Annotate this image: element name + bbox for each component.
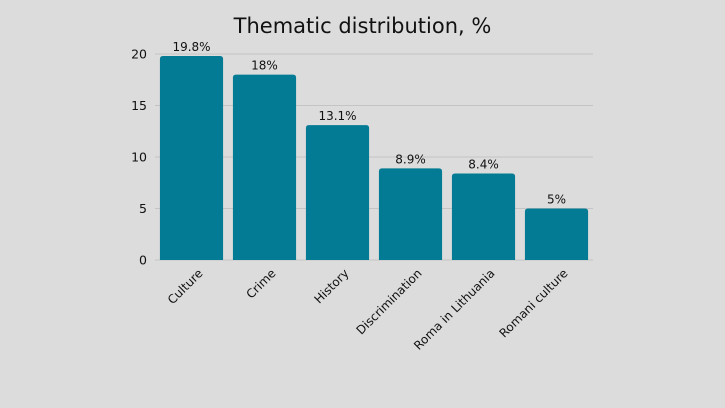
data-label: 19.8% <box>172 40 210 54</box>
x-tick-label: Roma in Lithuania <box>411 266 498 353</box>
data-label: 13.1% <box>318 109 356 123</box>
x-tick-label: Crime <box>243 266 278 301</box>
x-tick-label: Romani culture <box>496 266 570 340</box>
y-tick-label: 0 <box>139 253 147 268</box>
bar-culture <box>159 56 224 261</box>
y-tick-label: 20 <box>131 47 147 62</box>
y-tick-label: 5 <box>139 201 147 216</box>
x-tick-label: Culture <box>165 266 206 307</box>
data-label: 5% <box>547 193 566 207</box>
bar-roma-in-lithuania <box>451 173 516 260</box>
data-label: 8.9% <box>395 152 426 166</box>
data-label: 8.4% <box>468 157 499 171</box>
y-tick-label: 10 <box>131 150 147 165</box>
chart-title: Thematic distribution, % <box>233 14 492 38</box>
bar-romani-culture <box>524 208 589 260</box>
bar-crime <box>232 74 297 260</box>
x-tick-label: Discrimination <box>353 266 424 337</box>
bar-discrimination <box>378 168 443 260</box>
data-label: 18% <box>251 59 278 73</box>
y-tick-label: 15 <box>131 98 147 113</box>
bar-history <box>305 125 370 260</box>
x-tick-label: History <box>312 266 352 306</box>
